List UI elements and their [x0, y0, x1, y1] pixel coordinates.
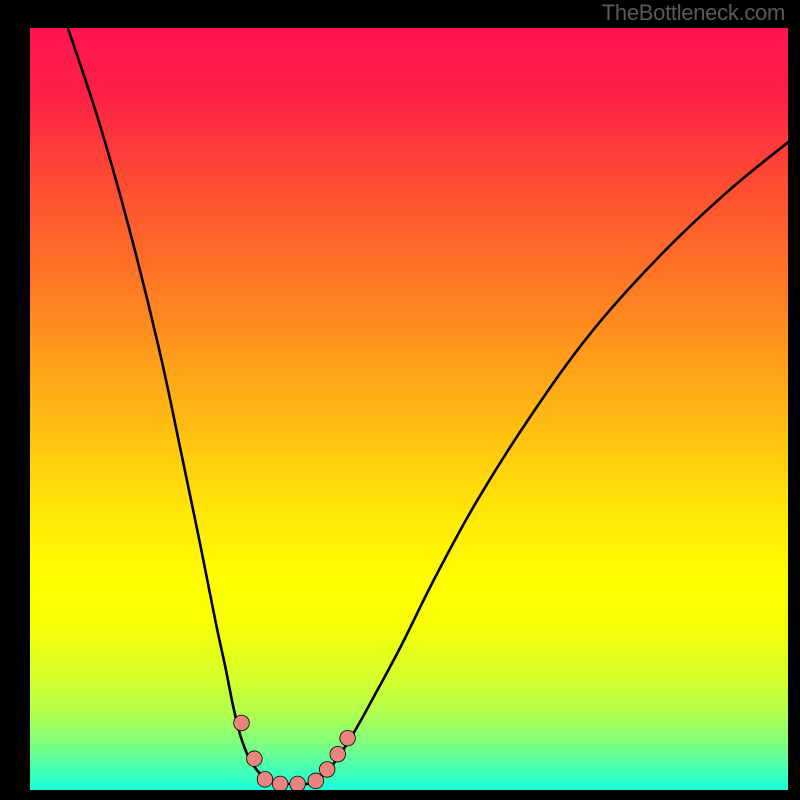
marker-point: [247, 751, 263, 767]
watermark-text: TheBottleneck.com: [602, 0, 785, 26]
chart-canvas: TheBottleneck.com: [0, 0, 800, 800]
marker-point: [340, 730, 356, 746]
curve-left-branch: [68, 28, 274, 784]
marker-point: [319, 762, 335, 778]
marker-point: [257, 772, 273, 788]
marker-point: [308, 773, 324, 789]
marker-point: [234, 715, 250, 731]
plot-area: [30, 28, 788, 790]
marker-point: [272, 776, 288, 790]
curves-layer: [30, 28, 788, 790]
marker-point: [330, 746, 346, 762]
marker-point: [290, 776, 306, 790]
curve-right-branch: [312, 142, 788, 784]
